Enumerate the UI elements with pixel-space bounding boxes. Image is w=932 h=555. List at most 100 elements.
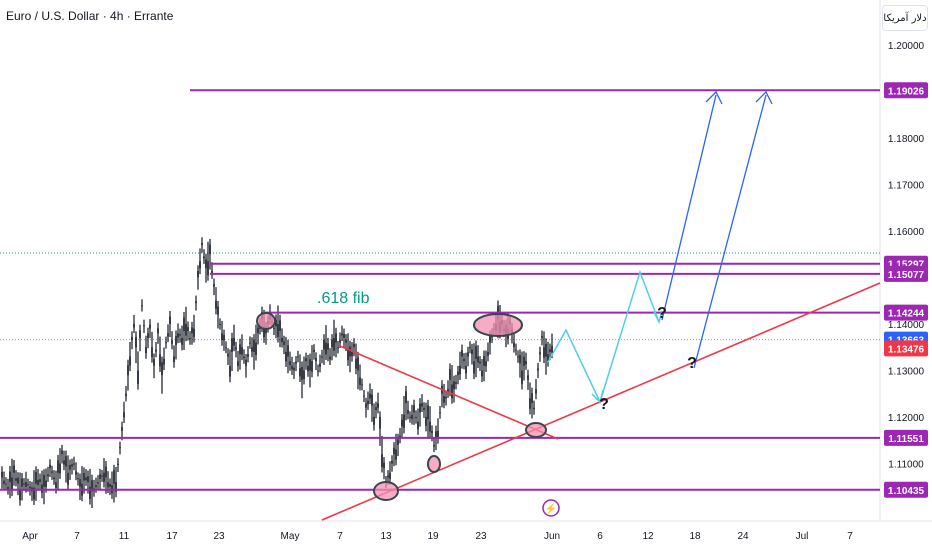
x-tick-5: May (281, 531, 300, 542)
candle-body (405, 391, 407, 404)
candle-body (237, 361, 239, 367)
question-mark-1: ? (657, 305, 667, 322)
blue-arrow-2 (693, 94, 767, 369)
descending-trendline (339, 345, 559, 440)
candle-body (533, 407, 535, 410)
candle-body (459, 365, 461, 375)
candle-body (351, 351, 353, 357)
candle-body (549, 349, 551, 352)
candle-body (363, 395, 365, 397)
candle-body (221, 333, 223, 341)
candle-body (377, 403, 379, 408)
candle-body (515, 349, 517, 351)
candle-body (263, 326, 265, 338)
price-label-1.13476: 1.13476 (888, 344, 925, 355)
candle-body (159, 354, 161, 367)
candle-body (361, 384, 363, 386)
candle-body (45, 480, 47, 488)
candle-body (435, 431, 437, 438)
candle-body (245, 359, 247, 366)
level-label-1.19026: 1.19026 (888, 86, 925, 97)
x-tick-2: 11 (119, 531, 130, 542)
candle-body (243, 356, 245, 359)
candle-body (139, 330, 141, 338)
candle-body (43, 474, 45, 487)
x-tick-1: 7 (74, 531, 80, 542)
candle-body (29, 486, 31, 489)
candle-body (297, 356, 299, 358)
candle-body (487, 351, 489, 356)
price-badge-1.13476 (884, 340, 928, 357)
candle-body (161, 362, 163, 376)
candle-body (339, 340, 341, 343)
candle-body (427, 405, 429, 420)
candle-body (365, 403, 367, 408)
candle-body (179, 334, 181, 336)
candle-body (133, 324, 135, 328)
candle-body (413, 405, 415, 413)
candle-body (479, 361, 481, 364)
question-mark-0: ? (599, 396, 609, 413)
candle-body (193, 328, 195, 337)
candle-body (423, 407, 425, 411)
chart-title: Euro / U.S. Dollar · 4h · Errante (6, 9, 174, 23)
candle-body (403, 414, 405, 428)
x-tick-9: 23 (475, 531, 487, 542)
candle-body (429, 421, 431, 432)
candle-body (7, 486, 9, 490)
candle-body (197, 270, 199, 278)
candle-body (21, 478, 23, 487)
candle-body (275, 319, 277, 327)
candle-body (407, 410, 409, 414)
candle-body (333, 337, 335, 351)
blue-arrow-1 (661, 94, 717, 321)
candle-body (331, 339, 333, 348)
y-tick-1.11000: 1.11000 (888, 460, 924, 471)
highlight-blob-4 (525, 422, 547, 438)
candle-body (225, 347, 227, 349)
candle-body (531, 393, 533, 404)
currency-badge[interactable]: دلار آمریکا (882, 5, 928, 31)
candle-body (115, 482, 117, 492)
candle-body (13, 465, 15, 473)
candle-body (199, 261, 201, 269)
candle-body (357, 357, 359, 371)
candle-body (257, 327, 259, 334)
candle-body (87, 476, 89, 483)
candle-body (25, 482, 27, 487)
candle-body (125, 393, 127, 396)
candle-body (177, 333, 179, 338)
candle-body (145, 347, 147, 354)
candle-body (215, 300, 217, 309)
candle-body (473, 361, 475, 374)
x-tick-7: 13 (380, 531, 392, 542)
candle-body (73, 463, 75, 465)
y-tick-1.16000: 1.16000 (888, 227, 925, 238)
projected-arrowhead-cyan-1 (591, 389, 604, 404)
candle-body (545, 343, 547, 357)
candle-body (57, 460, 59, 473)
x-tick-15: Jul (796, 531, 809, 542)
candle-body (65, 456, 67, 467)
candle-body (141, 305, 143, 307)
candle-body (117, 463, 119, 466)
candle-body (195, 301, 197, 304)
candle-body (387, 475, 389, 478)
candle-body (381, 454, 383, 467)
candle-body (529, 398, 531, 409)
candle-body (475, 346, 477, 359)
question-mark-2: ? (687, 355, 697, 372)
level-label-1.11551: 1.11551 (888, 434, 924, 445)
candle-body (75, 471, 77, 475)
candle-body (251, 347, 253, 352)
candle-body (379, 416, 381, 429)
candle-body (319, 363, 321, 367)
candle-body (421, 403, 423, 407)
candle-body (229, 365, 231, 377)
x-tick-4: 23 (213, 531, 225, 542)
candle-body (131, 336, 133, 341)
level-badge-1.14244 (884, 304, 928, 321)
candle-body (369, 393, 371, 399)
candle-body (109, 484, 111, 487)
candle-body (547, 354, 549, 362)
